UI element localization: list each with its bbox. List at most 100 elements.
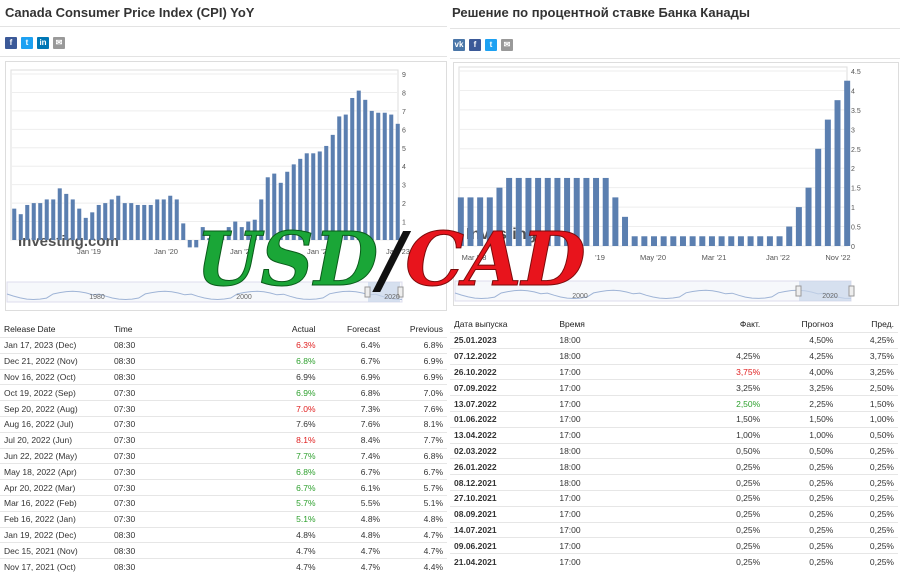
y-tick-label: 0 bbox=[851, 244, 855, 251]
forecast-cell: 2,25% bbox=[764, 395, 838, 412]
col-actual[interactable]: Факт. bbox=[739, 318, 761, 329]
col-time[interactable]: Time bbox=[113, 323, 133, 334]
time-cell: 18:00 bbox=[555, 347, 667, 365]
table-row: 14.07.2021 17:00 0,25% 0,25% 0,25% bbox=[450, 521, 898, 538]
data-bar bbox=[844, 80, 851, 246]
time-cell: 17:00 bbox=[555, 395, 667, 412]
time-cell: 18:00 bbox=[555, 442, 667, 459]
time-cell: 17:00 bbox=[555, 363, 667, 380]
data-bar bbox=[109, 199, 114, 240]
time-cell: 17:00 bbox=[555, 489, 667, 507]
forecast-cell: 7.6% bbox=[319, 415, 385, 433]
data-bar bbox=[298, 158, 303, 240]
table-row: 07.09.2022 17:00 3,25% 3,25% 2,50% bbox=[450, 379, 898, 396]
time-cell: 08:30 bbox=[109, 526, 209, 543]
col-previous[interactable]: Пред. bbox=[871, 318, 894, 329]
cpi-chart-svg: 1980 2000 2020 9876543210Investing.comJan … bbox=[6, 69, 410, 303]
col-forecast[interactable]: Прогноз bbox=[801, 318, 834, 329]
table-row: Sep 20, 2022 (Aug) 07:30 7.0% 7.3% 7.6% bbox=[0, 400, 447, 417]
navigator-label: 2020 bbox=[384, 294, 400, 301]
navigator-handle-left bbox=[364, 286, 371, 298]
forecast-cell: 6.1% bbox=[319, 479, 385, 496]
data-bar bbox=[343, 114, 348, 240]
data-bar bbox=[805, 187, 812, 246]
col-previous[interactable]: Previous bbox=[409, 323, 443, 334]
time-cell: 18:00 bbox=[555, 458, 667, 475]
cpi-navigator[interactable]: 1980 2000 2020 bbox=[6, 281, 404, 303]
facebook-icon[interactable]: f bbox=[5, 37, 17, 49]
time-cell: 18:00 bbox=[555, 332, 667, 349]
time-cell: 07:30 bbox=[109, 494, 209, 512]
table-row: 08.12.2021 18:00 0,25% 0,25% 0,25% bbox=[450, 474, 898, 491]
release-date-cell: Nov 16, 2022 (Oct) bbox=[0, 368, 110, 385]
data-bar bbox=[18, 214, 23, 240]
data-bar bbox=[142, 204, 147, 240]
time-cell: 08:30 bbox=[109, 542, 209, 559]
data-bar bbox=[554, 177, 561, 246]
rate-navigator[interactable]: 2000 2020 bbox=[454, 280, 855, 302]
table-row: 27.10.2021 17:00 0,25% 0,25% 0,25% bbox=[450, 489, 898, 507]
data-bar bbox=[477, 197, 484, 246]
email-icon[interactable]: ✉ bbox=[501, 39, 513, 51]
email-icon[interactable]: ✉ bbox=[53, 37, 65, 49]
data-bar bbox=[641, 236, 648, 246]
actual-cell: 0,25% bbox=[666, 458, 765, 475]
navigator-selection bbox=[368, 282, 400, 302]
facebook-icon[interactable]: f bbox=[469, 39, 481, 51]
actual-cell: 0,25% bbox=[666, 505, 765, 523]
time-cell: 08:30 bbox=[109, 337, 209, 354]
time-cell: 17:00 bbox=[555, 379, 667, 396]
cpi-history-table: Release Date Time Actual Forecast Previo… bbox=[0, 320, 447, 574]
data-bar bbox=[122, 203, 127, 240]
previous-cell: 4.8% bbox=[384, 510, 447, 528]
cpi-chart: 1980 2000 2020 9 8 7 6 5 4 3 2 1 0 Investing.com Jan … bbox=[5, 61, 447, 311]
data-bar bbox=[834, 100, 841, 246]
release-date-cell: Apr 20, 2022 (Mar) bbox=[0, 479, 110, 496]
data-bar bbox=[330, 134, 335, 240]
release-date-cell: Oct 19, 2022 (Sep) bbox=[0, 384, 110, 401]
release-date-cell: 02.03.2022 bbox=[450, 442, 556, 459]
data-bar bbox=[337, 116, 342, 240]
forecast-cell: 4.8% bbox=[319, 510, 385, 528]
data-bar bbox=[795, 207, 802, 246]
share-bar: vk f t ✉ bbox=[453, 39, 513, 51]
actual-cell: 5.7% bbox=[208, 494, 320, 512]
twitter-icon[interactable]: t bbox=[21, 37, 33, 49]
actual-cell: 0,25% bbox=[666, 489, 765, 507]
data-bar bbox=[25, 204, 30, 240]
previous-cell: 3,75% bbox=[837, 347, 898, 365]
x-tick-label: '19 bbox=[595, 253, 605, 262]
linkedin-icon[interactable]: in bbox=[37, 37, 49, 49]
col-forecast[interactable]: Forecast bbox=[347, 323, 381, 334]
actual-cell: 6.8% bbox=[208, 352, 320, 370]
data-bar bbox=[207, 238, 212, 240]
overlay-slash: / bbox=[378, 217, 406, 303]
actual-cell: 7.0% bbox=[208, 400, 320, 417]
x-tick-label: Jan '23 bbox=[386, 247, 410, 256]
col-release-date[interactable]: Дата выпуска bbox=[454, 318, 508, 329]
actual-cell: 4,25% bbox=[666, 347, 765, 365]
col-actual[interactable]: Actual bbox=[291, 323, 316, 334]
actual-cell: 2,50% bbox=[666, 395, 765, 412]
time-cell: 17:00 bbox=[555, 537, 667, 554]
col-release-date[interactable]: Release Date bbox=[4, 323, 56, 334]
twitter-icon[interactable]: t bbox=[485, 39, 497, 51]
data-bar bbox=[324, 145, 329, 240]
overlay-usd: USD bbox=[195, 217, 379, 303]
data-bar bbox=[496, 187, 503, 246]
data-bar bbox=[631, 236, 638, 246]
data-bar bbox=[699, 236, 706, 246]
forecast-cell: 0,25% bbox=[764, 537, 838, 554]
data-bar bbox=[708, 236, 715, 246]
vk-icon[interactable]: vk bbox=[453, 39, 465, 51]
col-time[interactable]: Время bbox=[559, 318, 585, 329]
data-bar bbox=[583, 177, 590, 246]
forecast-cell: 4.7% bbox=[319, 542, 385, 559]
x-tick-label: May '20 bbox=[640, 253, 666, 262]
data-bar bbox=[103, 203, 108, 240]
actual-cell: 0,25% bbox=[666, 521, 765, 538]
previous-cell: 8.1% bbox=[384, 415, 447, 433]
y-tick-label: 2 bbox=[402, 201, 406, 208]
